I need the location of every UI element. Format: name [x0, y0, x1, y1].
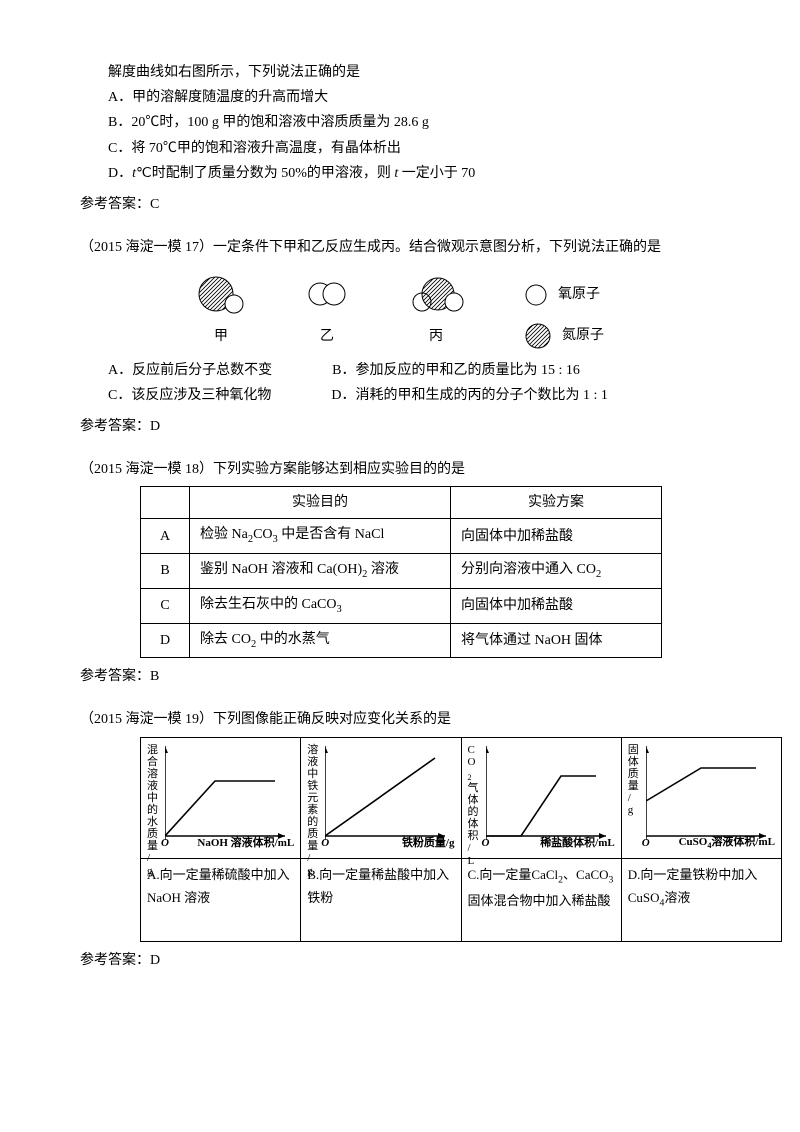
chart-origin: O	[321, 834, 329, 854]
chart-ylabel: 溶液中铁元素的质量/g	[307, 744, 321, 877]
chart-caption: C.向一定量CaCl2、CaCO3固体混合物中加入稀盐酸	[462, 859, 621, 941]
q17-answer: 参考答案：D	[80, 414, 720, 439]
molecule-yi	[306, 272, 348, 316]
q17-C: C．该反应涉及三种氧化物	[108, 383, 271, 408]
label-jia: 甲	[214, 324, 228, 349]
chart-caption: D.向一定量铁粉中加入 CuSO4溶液	[622, 859, 781, 941]
chart-origin: O	[642, 834, 650, 854]
q16-B: B．20℃时，100 g 甲的饱和溶液中溶质质量为 28.6 g	[80, 110, 720, 135]
molecule-bing	[408, 272, 464, 316]
q17-stem: （2015 海淀一模 17）一定条件下甲和乙反应生成丙。结合微观示意图分析，下列…	[80, 235, 720, 260]
label-bing: 丙	[429, 324, 443, 349]
q16-C: C．将 70℃甲的饱和溶液升高温度，有晶体析出	[80, 136, 720, 161]
nitrogen-icon	[524, 322, 552, 350]
q16-A: A．甲的溶解度随温度的升高而增大	[80, 85, 720, 110]
q18-table: 实验目的实验方案 A检验 Na2CO3 中是否含有 NaCl向固体中加稀盐酸B鉴…	[140, 486, 662, 658]
q17-B: B．参加反应的甲和乙的质量比为 15 : 16	[332, 358, 580, 383]
chart-ylabel: CO2气体的体积/L	[468, 744, 482, 867]
table-row: D除去 CO2 中的水蒸气将气体通过 NaOH 固体	[141, 623, 662, 658]
chart-xlabel: 稀盐酸体积/mL	[540, 834, 615, 854]
q16-stem: 解度曲线如右图所示，下列说法正确的是	[80, 60, 720, 85]
table-row: A检验 Na2CO3 中是否含有 NaCl向固体中加稀盐酸	[141, 519, 662, 554]
q18-th2: 实验方案	[451, 487, 662, 519]
legend-nit: 氮原子	[562, 323, 604, 348]
chart-xlabel: 铁粉质量/g	[402, 834, 455, 854]
q18-stem: （2015 海淀一模 18）下列实验方案能够达到相应实验目的的是	[80, 457, 720, 482]
chart-caption: A.向一定量稀硫酸中加入 NaOH 溶液	[141, 859, 300, 941]
q16-answer: 参考答案：C	[80, 192, 720, 217]
q19-stem: （2015 海淀一模 19）下列图像能正确反映对应变化关系的是	[80, 707, 720, 732]
chart-xlabel: NaOH 溶液体积/mL	[197, 834, 294, 854]
chart-origin: O	[161, 834, 169, 854]
q19-charts: 混合溶液中的水质量/g O NaOH 溶液体积/mL A.向一定量稀硫酸中加入 …	[140, 737, 782, 942]
q18-answer: 参考答案：B	[80, 664, 720, 689]
chart-caption: B.向一定量稀盐酸中加入铁粉	[301, 859, 460, 941]
legend-oxy: 氧原子	[558, 282, 600, 307]
q19-answer: 参考答案：D	[80, 948, 720, 973]
chart-cell: 混合溶液中的水质量/g O NaOH 溶液体积/mL A.向一定量稀硫酸中加入 …	[141, 738, 301, 941]
q17-A: A．反应前后分子总数不变	[108, 358, 272, 383]
chart-cell: CO2气体的体积/L O 稀盐酸体积/mL C.向一定量CaCl2、CaCO3固…	[462, 738, 622, 941]
table-row: B鉴别 NaOH 溶液和 Ca(OH)2 溶液分别向溶液中通入 CO2	[141, 554, 662, 589]
chart-xlabel: CuSO4溶液体积/mL	[679, 833, 775, 854]
q18-th1: 实验目的	[190, 487, 451, 519]
chart-ylabel: 固体质量/g	[628, 744, 642, 817]
q16-D: D．t℃时配制了质量分数为 50%的甲溶液，则 t 一定小于 70	[80, 161, 720, 186]
chart-origin: O	[482, 834, 490, 854]
table-row: C除去生石灰中的 CaCO3向固体中加稀盐酸	[141, 588, 662, 623]
label-yi: 乙	[320, 324, 334, 349]
molecule-jia	[196, 272, 246, 316]
chart-cell: 固体质量/g O CuSO4溶液体积/mL D.向一定量铁粉中加入 CuSO4溶…	[622, 738, 781, 941]
q17-diagram: 甲 乙 丙 氧原子 氮原子	[80, 272, 720, 349]
oxygen-icon	[524, 283, 548, 307]
q17-D: D．消耗的甲和生成的丙的分子个数比为 1 : 1	[331, 383, 608, 408]
chart-cell: 溶液中铁元素的质量/g O 铁粉质量/g B.向一定量稀盐酸中加入铁粉	[301, 738, 461, 941]
chart-ylabel: 混合溶液中的水质量/g	[147, 744, 161, 877]
